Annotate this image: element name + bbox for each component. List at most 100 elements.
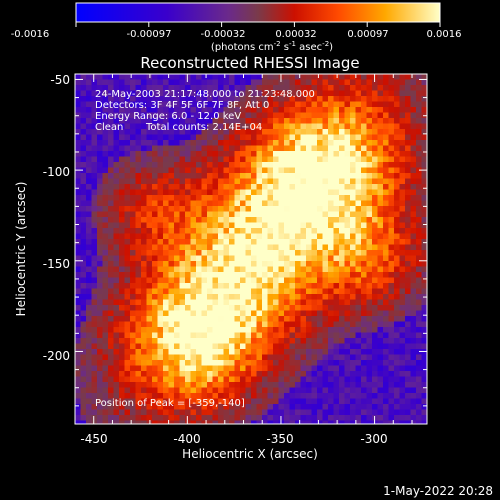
heatmap-pixel — [333, 409, 340, 416]
heatmap-pixel — [421, 365, 427, 372]
heatmap-pixel — [207, 415, 213, 421]
heatmap-pixel — [119, 173, 125, 179]
heatmap-pixel — [146, 310, 153, 317]
heatmap-pixel — [256, 398, 263, 405]
heatmap-pixel — [256, 382, 263, 388]
heatmap-pixel — [190, 189, 197, 196]
heatmap-pixel — [251, 184, 257, 190]
heatmap-pixel — [174, 299, 180, 306]
heatmap-pixel — [300, 305, 307, 311]
heatmap-pixel — [152, 184, 158, 190]
heatmap-pixel — [179, 420, 186, 424]
heatmap-pixel — [196, 415, 202, 421]
heatmap-pixel — [300, 189, 307, 196]
heatmap-pixel — [190, 200, 197, 207]
heatmap-pixel — [240, 420, 246, 424]
heatmap-pixel — [108, 112, 114, 119]
heatmap-pixel — [273, 211, 279, 218]
heatmap-pixel — [91, 151, 98, 157]
heatmap-pixel — [157, 283, 164, 289]
heatmap-pixel — [141, 79, 147, 86]
heatmap-pixel — [163, 173, 169, 179]
heatmap-pixel — [86, 228, 92, 234]
heatmap-pixel — [311, 332, 318, 339]
heatmap-pixel — [256, 360, 263, 366]
heatmap-pixel — [234, 222, 241, 229]
heatmap-pixel — [311, 123, 318, 130]
heatmap-pixel — [124, 272, 131, 278]
heatmap-pixel — [311, 277, 318, 284]
heatmap-pixel — [229, 167, 235, 174]
heatmap-pixel — [108, 283, 114, 289]
heatmap-pixel — [339, 129, 345, 135]
heatmap-pixel — [383, 239, 389, 245]
heatmap-pixel — [284, 217, 290, 223]
heatmap-pixel — [119, 398, 125, 405]
heatmap-pixel — [350, 354, 356, 361]
heatmap-pixel — [300, 288, 307, 295]
heatmap-pixel — [207, 283, 213, 289]
heatmap-pixel — [355, 266, 362, 273]
heatmap-pixel — [174, 305, 180, 311]
heatmap-pixel — [251, 200, 257, 207]
heatmap-pixel — [399, 288, 406, 295]
heatmap-pixel — [201, 327, 208, 333]
heatmap-pixel — [91, 371, 98, 377]
heatmap-pixel — [234, 360, 241, 366]
heatmap-pixel — [97, 294, 103, 300]
heatmap-pixel — [234, 151, 241, 157]
heatmap-pixel — [267, 74, 274, 80]
heatmap-pixel — [102, 140, 109, 146]
heatmap-pixel — [91, 393, 98, 399]
heatmap-pixel — [212, 162, 219, 168]
heatmap-pixel — [124, 371, 131, 377]
heatmap-pixel — [278, 365, 285, 372]
heatmap-pixel — [113, 316, 120, 322]
heatmap-pixel — [344, 272, 351, 278]
heatmap-pixel — [163, 228, 169, 234]
heatmap-pixel — [399, 79, 406, 86]
heatmap-pixel — [196, 277, 202, 284]
heatmap-pixel — [179, 360, 186, 366]
heatmap-pixel — [152, 310, 158, 317]
heatmap-pixel — [251, 398, 257, 405]
heatmap-pixel — [421, 371, 427, 377]
heatmap-pixel — [196, 156, 202, 163]
heatmap-pixel — [190, 338, 197, 344]
heatmap-pixel — [416, 266, 422, 273]
heatmap-pixel — [416, 200, 422, 207]
heatmap-pixel — [75, 118, 81, 124]
heatmap-pixel — [102, 305, 109, 311]
heatmap-pixel — [311, 134, 318, 141]
heatmap-pixel — [245, 327, 252, 333]
heatmap-pixel — [399, 167, 406, 174]
heatmap-pixel — [141, 398, 147, 405]
heatmap-pixel — [196, 145, 202, 152]
heatmap-pixel — [388, 178, 395, 185]
heatmap-pixel — [201, 305, 208, 311]
heatmap-pixel — [410, 140, 417, 146]
heatmap-pixel — [284, 222, 290, 229]
heatmap-pixel — [278, 266, 285, 273]
heatmap-pixel — [135, 382, 142, 388]
heatmap-pixel — [168, 228, 175, 234]
heatmap-pixel — [201, 140, 208, 146]
heatmap-pixel — [366, 173, 373, 179]
heatmap-pixel — [146, 376, 153, 383]
heatmap-pixel — [251, 294, 257, 300]
heatmap-pixel — [372, 299, 378, 306]
heatmap-pixel — [306, 420, 312, 424]
heatmap-pixel — [262, 349, 268, 355]
heatmap-pixel — [201, 393, 208, 399]
heatmap-pixel — [86, 404, 92, 410]
heatmap-pixel — [328, 239, 334, 245]
heatmap-pixel — [223, 371, 230, 377]
heatmap-pixel — [416, 310, 422, 317]
heatmap-pixel — [218, 420, 224, 424]
heatmap-pixel — [168, 151, 175, 157]
heatmap-pixel — [311, 151, 318, 157]
heatmap-pixel — [163, 112, 169, 119]
heatmap-pixel — [256, 299, 263, 306]
heatmap-pixel — [366, 134, 373, 141]
heatmap-pixel — [135, 156, 142, 163]
